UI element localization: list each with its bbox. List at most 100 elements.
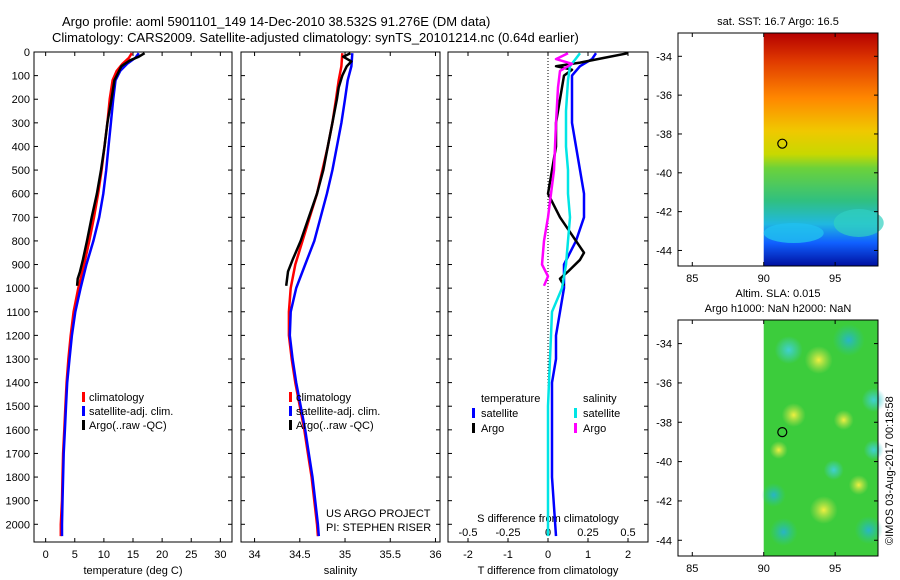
series-line-2 xyxy=(284,52,353,286)
series-line-1 xyxy=(546,51,629,287)
y-tick-label: 400 xyxy=(12,141,30,153)
y-tick-label: 1000 xyxy=(6,283,30,295)
x-tick-label: 85 xyxy=(686,273,698,285)
x-tick-label: 95 xyxy=(829,273,841,285)
x-tick-label: 36 xyxy=(429,549,441,561)
y-tick-label: -44 xyxy=(656,245,672,257)
y-tick-label: 300 xyxy=(12,118,30,130)
y-tick-label: 1400 xyxy=(6,378,30,390)
x-tick-label: 35 xyxy=(339,549,351,561)
legend-swatch xyxy=(472,408,475,418)
y-tick-label: -34 xyxy=(656,51,672,63)
x-tick-label: 2 xyxy=(625,549,631,561)
y-tick-label: 1500 xyxy=(6,401,30,413)
x-tick-label: -2 xyxy=(463,549,473,561)
header-line1: Argo profile: aoml 5901101_149 14-Dec-20… xyxy=(62,14,490,29)
sst-map-panel: sat. SST: 16.7 Argo: 16.5 -34 -36 -38 -40 -42… xyxy=(656,16,884,285)
series-line-0 xyxy=(550,52,598,537)
y-tick-label: 700 xyxy=(12,212,30,224)
legend-title-temperature: temperature xyxy=(481,393,540,405)
x-tick-label: 20 xyxy=(156,549,168,561)
y-tick-label: -44 xyxy=(656,535,672,547)
sla-patch xyxy=(863,440,884,460)
x-tick-label: 15 xyxy=(127,549,139,561)
x-tick-label: 0 xyxy=(545,549,551,561)
legend-label: satellite xyxy=(481,408,518,420)
sst-patch xyxy=(763,223,824,243)
s-tick-label: -0.5 xyxy=(459,527,478,539)
argo-marker xyxy=(777,427,788,438)
y-tick-label: -34 xyxy=(656,339,672,351)
x-tick-label: 35.5 xyxy=(380,549,401,561)
series-line-2 xyxy=(75,52,146,286)
sla-patch xyxy=(809,496,838,524)
x-tick-label: 25 xyxy=(185,549,197,561)
x-tick-label: 30 xyxy=(214,549,226,561)
y-tick-label: -38 xyxy=(656,417,672,429)
difference-panel: -2 -1 0 1 2 T difference from climatology -0.5… xyxy=(447,51,649,577)
x-tick-label: 90 xyxy=(758,563,770,575)
y-tick-label: -38 xyxy=(656,129,672,141)
y-tick-label: 1700 xyxy=(6,448,30,460)
y-tick-label: 1800 xyxy=(6,472,30,484)
annotation-pi: PI: STEPHEN RISER xyxy=(326,522,431,534)
y-tick-label: -36 xyxy=(656,378,672,390)
legend-title-salinity: salinity xyxy=(583,393,617,405)
series-line-0 xyxy=(287,53,344,537)
legend-swatch xyxy=(289,392,292,402)
y-tick-label: -40 xyxy=(656,457,672,469)
s-tick-label: -0.25 xyxy=(495,527,520,539)
series-line-3 xyxy=(540,52,574,287)
copyright: ©IMOS 03-Aug-2017 00:18:58 xyxy=(884,396,896,545)
map-title: Altim. SLA: 0.015 xyxy=(736,288,821,300)
s-tick-label: 0.5 xyxy=(620,527,635,539)
sla-map-panel: Altim. SLA: 0.015 Argo h1000: NaN h2000: … xyxy=(656,288,886,575)
y-tick-label: 2000 xyxy=(6,519,30,531)
argo-marker xyxy=(777,138,788,149)
map-frame xyxy=(677,32,879,267)
map-frame xyxy=(677,319,879,557)
sla-patch xyxy=(848,475,869,495)
legend-swatch xyxy=(289,420,292,430)
sla-patch xyxy=(781,403,806,427)
legend-label: Argo xyxy=(583,423,606,435)
sla-patch xyxy=(769,518,798,546)
legend-label: Argo xyxy=(481,423,504,435)
legend-label: climatology xyxy=(296,392,352,404)
series-line-1 xyxy=(60,52,140,537)
legend-label: satellite-adj. clim. xyxy=(296,406,380,418)
y-tick-label: 0 xyxy=(24,47,30,59)
sla-patch xyxy=(804,346,833,374)
y-tick-label: 1100 xyxy=(6,307,30,319)
x-axis-label: temperature (deg C) xyxy=(83,565,182,577)
map-title: Argo h1000: NaN h2000: NaN xyxy=(705,303,852,315)
sla-patch xyxy=(823,460,844,480)
legend-swatch xyxy=(82,420,85,430)
legend-swatch xyxy=(289,406,292,416)
y-tick-label: 1900 xyxy=(6,496,30,508)
y-tick-label: -42 xyxy=(656,207,672,219)
sla-patch xyxy=(861,388,886,412)
legend-label: Argo(..raw -QC) xyxy=(89,420,167,432)
map-title: sat. SST: 16.7 Argo: 16.5 xyxy=(717,16,839,28)
y-tick-label: 1300 xyxy=(6,354,30,366)
x-tick-label: -1 xyxy=(503,549,513,561)
header-line2: Climatology: CARS2009. Satellite-adjuste… xyxy=(52,30,579,45)
legend-swatch xyxy=(82,406,85,416)
y-tick-label: -42 xyxy=(656,496,672,508)
x-tick-label: 95 xyxy=(829,563,841,575)
y-tick-label: 100 xyxy=(12,71,30,83)
x-tick-label: 34 xyxy=(248,549,260,561)
sla-patch xyxy=(833,410,854,430)
x-tick-label: 10 xyxy=(98,549,110,561)
salinity-panel: 34 34.5 35 35.5 36 salinity climatology satelli… xyxy=(240,51,442,577)
x-tick-label: 90 xyxy=(758,273,770,285)
y-tick-label: 1600 xyxy=(6,425,30,437)
legend-label: satellite xyxy=(583,408,620,420)
s-tick-label: 0.25 xyxy=(577,527,598,539)
x-tick-label: 85 xyxy=(686,563,698,575)
sst-patch xyxy=(833,209,884,237)
legend-swatch xyxy=(574,423,577,433)
y-tick-label: 800 xyxy=(12,236,30,248)
